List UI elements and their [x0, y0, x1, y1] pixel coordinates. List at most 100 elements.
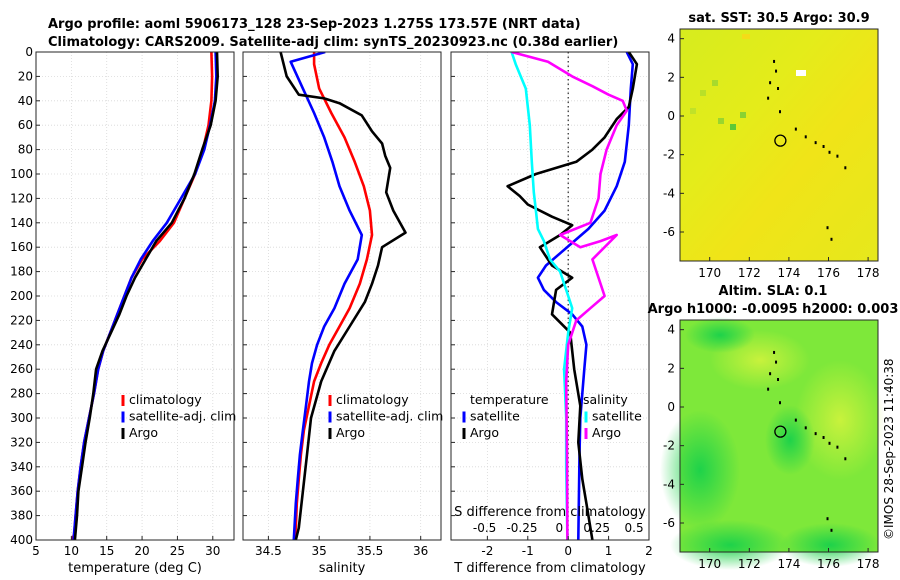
sla-low	[685, 317, 755, 353]
map-y-tick-label: -4	[663, 477, 675, 491]
y-tick-label: 360	[10, 484, 33, 498]
legend-entry-label: satellite-adj. clim	[336, 409, 443, 424]
y-tick-label: 160	[10, 240, 33, 254]
map-y-tick-label: 2	[667, 70, 675, 84]
y-tick-label: 380	[10, 509, 33, 523]
island-dot	[794, 127, 797, 131]
series-line-salinity-argo	[511, 52, 629, 540]
y-tick-label: 240	[10, 338, 33, 352]
imos-watermark: ©IMOS 28-Sep-2023 11:40:38	[882, 358, 896, 540]
map-y-tick-label: -2	[663, 148, 675, 162]
y-tick-label: 40	[18, 94, 33, 108]
map-x-tick-label: 174	[777, 266, 800, 280]
x-tick-label: -2	[481, 544, 493, 558]
y-tick-label: 80	[18, 143, 33, 157]
island-dot	[844, 166, 847, 170]
island-dot	[814, 141, 817, 145]
x-tick-label: 35.5	[357, 544, 384, 558]
legend-entry-label: climatology	[129, 392, 202, 407]
legend-header: salinity	[583, 392, 628, 407]
y-tick-label: 140	[10, 216, 33, 230]
island-dot	[822, 436, 825, 439]
map-y-tick-label: -6	[663, 516, 675, 530]
x-tick-label: 2	[645, 544, 653, 558]
y-tick-label: 180	[10, 265, 33, 279]
y-tick-label: 100	[10, 167, 33, 181]
map-x-tick-label: 172	[738, 266, 761, 280]
series-line-temperature-satellite	[536, 52, 635, 540]
x-axis-label: temperature (deg C)	[68, 561, 202, 576]
y-tick-label: 260	[10, 362, 33, 376]
island-dot	[826, 226, 829, 230]
title-line-1: Argo profile: aoml 5906173_128 23-Sep-20…	[48, 17, 581, 32]
sla-map	[660, 317, 885, 570]
island-dot	[775, 360, 778, 364]
sst-cool-pixel	[718, 118, 724, 124]
secondary-x-tick-label: -0.5	[473, 521, 496, 535]
x-axis-label: T difference from climatology	[453, 561, 646, 576]
sst-map	[680, 29, 878, 261]
sla-map-title-1: Altim. SLA: 0.1	[719, 284, 828, 299]
temperature-panel: 5 10 15 20 25 3002040608010012014016018020022…	[10, 45, 236, 576]
x-tick-label: 20	[134, 544, 149, 558]
series-group	[506, 52, 639, 540]
x-tick-label: 10	[64, 544, 79, 558]
secondary-x-axis-label: S difference from climatology	[454, 505, 646, 520]
island-dot	[836, 154, 839, 158]
island-dot	[830, 237, 833, 241]
sla-low	[780, 523, 880, 567]
x-tick-label: 0	[564, 544, 572, 558]
x-tick-label: 15	[99, 544, 114, 558]
island-dot	[794, 418, 797, 422]
map-x-tick-label: 170	[698, 266, 721, 280]
secondary-x-tick-label: 0.25	[583, 521, 610, 535]
legend-entry-label: satellite	[470, 409, 520, 424]
map-x-tick-label: 172	[738, 557, 761, 571]
sst-warm-pixel	[742, 34, 750, 39]
y-tick-label: 60	[18, 118, 33, 132]
island-dot	[775, 69, 778, 73]
sst-cool-pixel	[730, 124, 736, 130]
secondary-x-tick-label: -0.25	[506, 521, 537, 535]
map-frame	[679, 319, 879, 553]
x-tick-label: 30	[205, 544, 220, 558]
map-y-tick-label: 4	[667, 323, 675, 337]
sst-cool-pixel	[740, 112, 746, 118]
island-dot	[814, 432, 817, 436]
map-x-tick-label: 176	[817, 266, 840, 280]
sla-low	[765, 405, 815, 475]
map-y-tick-label: 0	[667, 400, 675, 414]
x-tick-label: -1	[522, 544, 534, 558]
island-dot	[777, 378, 780, 381]
map-y-tick-label: 4	[667, 32, 675, 46]
map-x-tick-label: 170	[698, 557, 721, 571]
legend-entry-label: satellite-adj. clim	[129, 409, 236, 424]
sst-map-title: sat. SST: 30.5 Argo: 30.9	[688, 11, 869, 26]
map-x-tick-label: 178	[857, 557, 880, 571]
y-tick-label: 120	[10, 191, 33, 205]
map-y-tick-label: 2	[667, 361, 675, 375]
island-dot	[769, 81, 772, 85]
y-tick-label: 220	[10, 313, 33, 327]
map-x-tick-label: 176	[817, 557, 840, 571]
island-dot	[844, 457, 847, 461]
island-dot	[828, 441, 831, 445]
series-line-argo	[279, 52, 407, 540]
island-dot	[828, 150, 831, 154]
y-tick-label: 300	[10, 411, 33, 425]
sla-low	[660, 410, 740, 530]
sst-field	[680, 29, 878, 261]
y-tick-label: 400	[10, 533, 33, 547]
argo-position-marker	[774, 425, 787, 438]
legend-entry-label: climatology	[336, 392, 409, 407]
legend-header: temperature	[470, 392, 549, 407]
x-tick-label: 34.5	[255, 544, 282, 558]
legend-entry-label: Argo	[592, 425, 621, 440]
y-tick-label: 280	[10, 387, 33, 401]
argo-position-marker	[774, 134, 787, 147]
island-dot	[777, 87, 780, 90]
sla-low	[670, 520, 790, 570]
y-tick-label: 0	[25, 45, 33, 59]
map-x-tick-label: 178	[857, 266, 880, 280]
island-dot	[822, 145, 825, 148]
